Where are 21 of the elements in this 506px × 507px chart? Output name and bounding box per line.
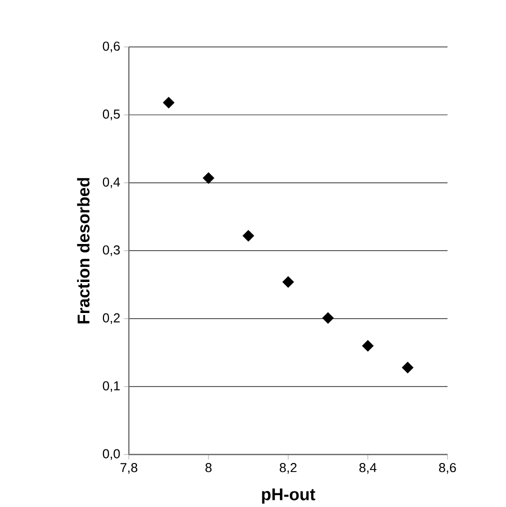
y-tick-label: 0,0 — [102, 449, 120, 460]
point — [282, 276, 294, 288]
point — [402, 362, 414, 374]
point — [162, 96, 174, 109]
point — [242, 230, 254, 242]
point — [202, 172, 214, 184]
y-tick-label: 0,5 — [102, 110, 120, 120]
x-tick-label: 8,6 — [438, 463, 456, 474]
y-axis-title: Fraction desorbed — [76, 178, 90, 324]
x-tick-label: 8,2 — [280, 463, 296, 474]
y-tick-label: 0,3 — [102, 245, 120, 256]
y-tick-label: 0,4 — [102, 177, 120, 188]
y-tick-label: 0,1 — [102, 381, 120, 392]
x-axis-title: pH-out — [262, 488, 316, 504]
point — [322, 312, 334, 324]
x-tick-label: 8,4 — [359, 463, 376, 474]
point — [362, 340, 374, 352]
y-tick-label: 0,2 — [102, 313, 120, 324]
y-tick-label: 0,6 — [102, 42, 120, 52]
x-tick-label: 7,8 — [120, 463, 138, 474]
x-tick-label: 8 — [205, 463, 212, 472]
